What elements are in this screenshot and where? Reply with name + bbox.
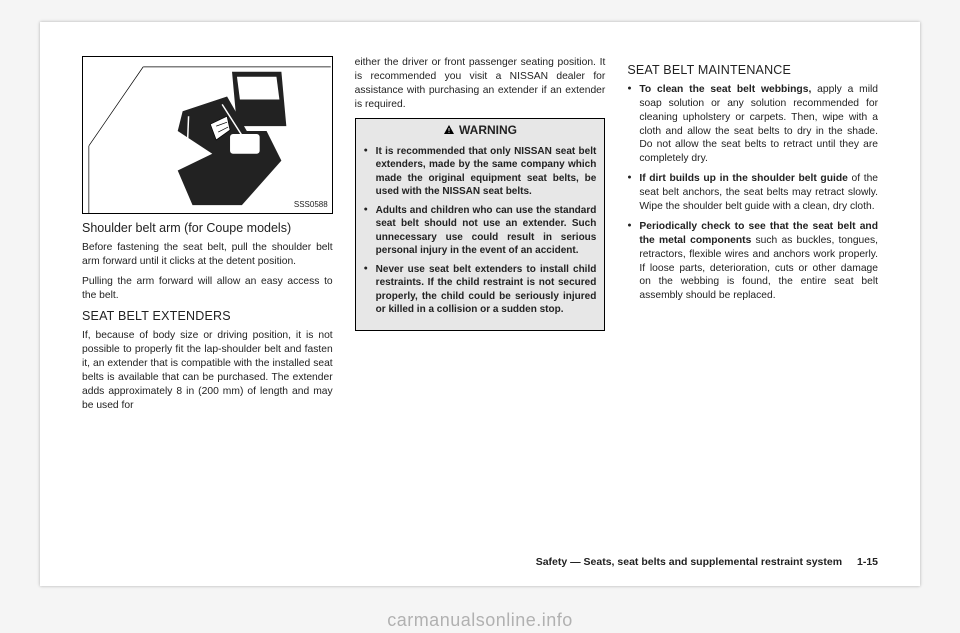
warning-item: It is recommended that only NISSAN seat …	[364, 145, 597, 199]
figure-label: SSS0588	[294, 200, 328, 211]
warning-title: WARNING	[459, 122, 517, 138]
maintenance-list: To clean the seat belt webbings, apply a…	[627, 83, 878, 303]
column-3: SEAT BELT MAINTENANCE To clean the seat …	[627, 56, 878, 534]
page-number: 1-15	[857, 556, 878, 568]
maintenance-item: If dirt builds up in the shoulder belt g…	[627, 172, 878, 214]
body-text: Before fastening the seat belt, pull the…	[82, 241, 333, 269]
seatbelt-illustration	[83, 57, 332, 213]
body-text: either the driver or front passenger sea…	[355, 56, 606, 112]
warning-icon	[443, 124, 455, 136]
maintenance-item: To clean the seat belt webbings, apply a…	[627, 83, 878, 166]
page-footer: Safety — Seats, seat belts and supplemen…	[536, 556, 878, 568]
warning-body: It is recommended that only NISSAN seat …	[356, 141, 605, 330]
bold-lead: If dirt builds up in the shoulder belt g…	[639, 173, 848, 184]
warning-item: Never use seat belt extenders to install…	[364, 263, 597, 317]
manual-page: SSS0588 Shoulder belt arm (for Coupe mod…	[40, 22, 920, 586]
body-text: Pulling the arm forward will allow an ea…	[82, 275, 333, 303]
warning-header: WARNING	[356, 119, 605, 141]
heading-extenders: SEAT BELT EXTENDERS	[82, 308, 333, 325]
column-container: SSS0588 Shoulder belt arm (for Coupe mod…	[82, 56, 878, 534]
heading-shoulder-arm: Shoulder belt arm (for Coupe models)	[82, 220, 333, 237]
warning-box: WARNING It is recommended that only NISS…	[355, 118, 606, 331]
heading-maintenance: SEAT BELT MAINTENANCE	[627, 62, 878, 79]
figure-belt-arm: SSS0588	[82, 56, 333, 214]
footer-section-title: Safety — Seats, seat belts and supplemen…	[536, 556, 842, 568]
column-2: either the driver or front passenger sea…	[355, 56, 606, 534]
column-1: SSS0588 Shoulder belt arm (for Coupe mod…	[82, 56, 333, 534]
body-run: apply a mild soap solution or any soluti…	[639, 84, 878, 164]
bold-lead: To clean the seat belt webbings,	[639, 84, 811, 95]
warning-item: Adults and children who can use the stan…	[364, 204, 597, 258]
watermark: carmanualsonline.info	[0, 610, 960, 631]
maintenance-item: Periodically check to see that the seat …	[627, 220, 878, 303]
body-text: If, because of body size or driving posi…	[82, 329, 333, 412]
